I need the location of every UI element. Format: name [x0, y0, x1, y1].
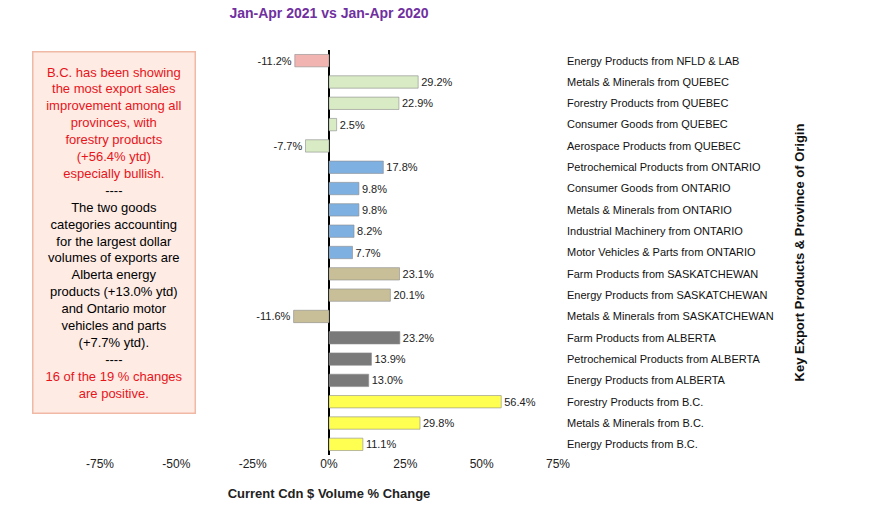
svg-text:13.0%: 13.0%	[372, 374, 403, 386]
svg-text:-11.6%: -11.6%	[256, 310, 290, 322]
svg-text:75%: 75%	[546, 457, 570, 471]
svg-text:Jan-Apr 2021 vs Jan-Apr 2020: Jan-Apr 2021 vs Jan-Apr 2020	[229, 5, 428, 21]
svg-text:Forestry Products from B.C.: Forestry Products from B.C.	[567, 396, 703, 408]
svg-text:Farm Products from SASKATCHEWA: Farm Products from SASKATCHEWAN	[567, 268, 758, 280]
svg-text:Industrial Machinery from ONTA: Industrial Machinery from ONTARIO	[567, 225, 743, 237]
svg-text:-11.2%: -11.2%	[258, 55, 292, 67]
svg-text:0%: 0%	[320, 457, 338, 471]
svg-text:Metals & Minerals from ONTARIO: Metals & Minerals from ONTARIO	[567, 204, 732, 216]
svg-text:23.1%: 23.1%	[403, 268, 434, 280]
svg-text:20.1%: 20.1%	[393, 289, 424, 301]
svg-text:B.C. has been showingthe most: B.C. has been showingthe most export sal…	[46, 65, 183, 401]
svg-text:50%: 50%	[470, 457, 494, 471]
svg-text:11.1%: 11.1%	[366, 438, 397, 450]
svg-text:7.7%: 7.7%	[356, 247, 381, 259]
svg-text:Petrochemical Products from ON: Petrochemical Products from ONTARIO	[567, 161, 761, 173]
svg-text:Key Export Products & Province: Key Export Products & Province of Origin	[792, 124, 807, 382]
svg-text:9.8%: 9.8%	[362, 204, 387, 216]
svg-text:25%: 25%	[393, 457, 417, 471]
svg-text:Metals & Minerals from SASKATC: Metals & Minerals from SASKATCHEWAN	[567, 310, 774, 322]
svg-text:Current Cdn $ Volume % Change: Current Cdn $ Volume % Change	[228, 486, 431, 501]
svg-text:29.2%: 29.2%	[421, 76, 452, 88]
svg-text:Energy Products from NFLD & LA: Energy Products from NFLD & LAB	[567, 55, 739, 67]
svg-text:17.8%: 17.8%	[386, 161, 417, 173]
svg-text:9.8%: 9.8%	[362, 183, 387, 195]
svg-text:Metals & Minerals from B.C.: Metals & Minerals from B.C.	[567, 417, 704, 429]
svg-text:-7.7%: -7.7%	[274, 140, 303, 152]
svg-text:Energy Products from B.C.: Energy Products from B.C.	[567, 438, 698, 450]
svg-text:-25%: -25%	[239, 457, 267, 471]
svg-text:Consumer Goods from QUEBEC: Consumer Goods from QUEBEC	[567, 118, 728, 130]
svg-text:Aerospace Products from QUEBEC: Aerospace Products from QUEBEC	[567, 140, 741, 152]
svg-text:Consumer Goods from ONTARIO: Consumer Goods from ONTARIO	[567, 182, 731, 194]
svg-text:22.9%: 22.9%	[402, 97, 433, 109]
svg-text:Motor Vehicles & Parts from ON: Motor Vehicles & Parts from ONTARIO	[567, 246, 756, 258]
svg-text:Petrochemical Products from AL: Petrochemical Products from ALBERTA	[567, 353, 760, 365]
svg-text:2.5%: 2.5%	[340, 119, 365, 131]
svg-text:Energy Products from ALBERTA: Energy Products from ALBERTA	[567, 374, 726, 386]
svg-text:Forestry Products from QUEBEC: Forestry Products from QUEBEC	[567, 97, 728, 109]
svg-text:Metals & Minerals from QUEBEC: Metals & Minerals from QUEBEC	[567, 76, 729, 88]
svg-text:29.8%: 29.8%	[423, 417, 454, 429]
svg-text:Farm Products from ALBERTA: Farm Products from ALBERTA	[567, 332, 716, 344]
svg-text:-50%: -50%	[162, 457, 190, 471]
svg-text:8.2%: 8.2%	[357, 225, 382, 237]
svg-text:Energy Products from SASKATCHE: Energy Products from SASKATCHEWAN	[567, 289, 768, 301]
svg-text:-75%: -75%	[86, 457, 114, 471]
svg-text:23.2%: 23.2%	[403, 332, 434, 344]
svg-text:13.9%: 13.9%	[374, 353, 405, 365]
svg-text:56.4%: 56.4%	[504, 396, 535, 408]
